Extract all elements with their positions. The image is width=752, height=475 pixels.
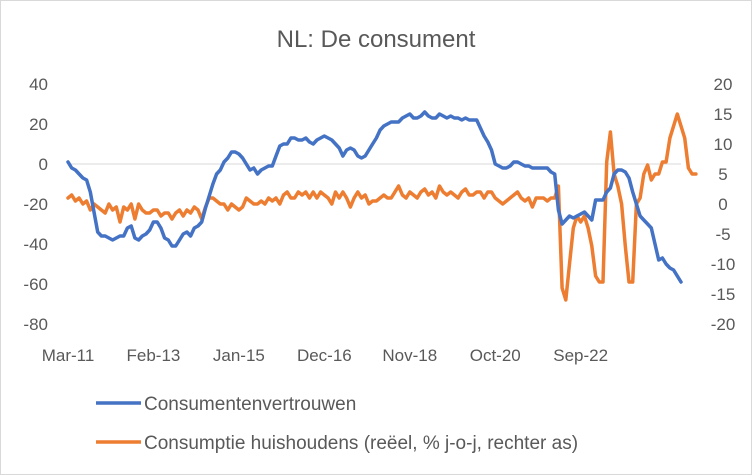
x-tick-label: Nov-18: [382, 346, 437, 365]
y-right-tick-label: 15: [714, 105, 733, 124]
series-line-consumptie: [66, 112, 698, 302]
x-tick-label: Mar-11: [42, 346, 95, 365]
y-right-tick-label: 10: [714, 135, 733, 154]
x-tick-label: Sep-22: [553, 346, 608, 365]
y-left-tick-label: -20: [23, 195, 48, 214]
chart-title: NL: De consument: [277, 26, 476, 53]
axes-layer: -80 -60 -40 -20 0 20 40 -20 -15 -10 -5 0 5 10 15 20 Mar-…: [23, 75, 735, 365]
series-layer: [66, 110, 698, 302]
legend-label: Consumentenvertrouwen: [144, 394, 356, 415]
y-left-tick-label: 0: [39, 155, 48, 174]
series-line-vertrouwen: [66, 110, 683, 284]
y-right-tick-label: 5: [718, 165, 727, 184]
y-left-tick-label: 20: [29, 115, 48, 134]
x-tick-label: Oct-20: [470, 346, 521, 365]
y-right-tick-label: -20: [711, 315, 736, 334]
x-tick-label: Dec-16: [297, 346, 352, 365]
y-left-tick-label: -40: [23, 235, 48, 254]
y-right-tick-label: 0: [718, 195, 727, 214]
legend: Consumentenvertrouwen Consumptie huishoud…: [96, 394, 578, 454]
x-tick-label: Jan-15: [213, 346, 265, 365]
y-left-tick-label: -60: [23, 275, 48, 294]
y-right-tick-label: -5: [715, 225, 730, 244]
y-left-tick-label: -80: [23, 315, 48, 334]
y-right-tick-label: -10: [711, 255, 736, 274]
y-right-tick-label: -15: [711, 285, 736, 304]
y-right-tick-label: 20: [714, 75, 733, 94]
legend-label: Consumptie huishoudens (reëel, % j-o-j, …: [144, 433, 578, 454]
y-left-tick-label: 40: [29, 75, 48, 94]
x-tick-label: Feb-13: [127, 346, 181, 365]
